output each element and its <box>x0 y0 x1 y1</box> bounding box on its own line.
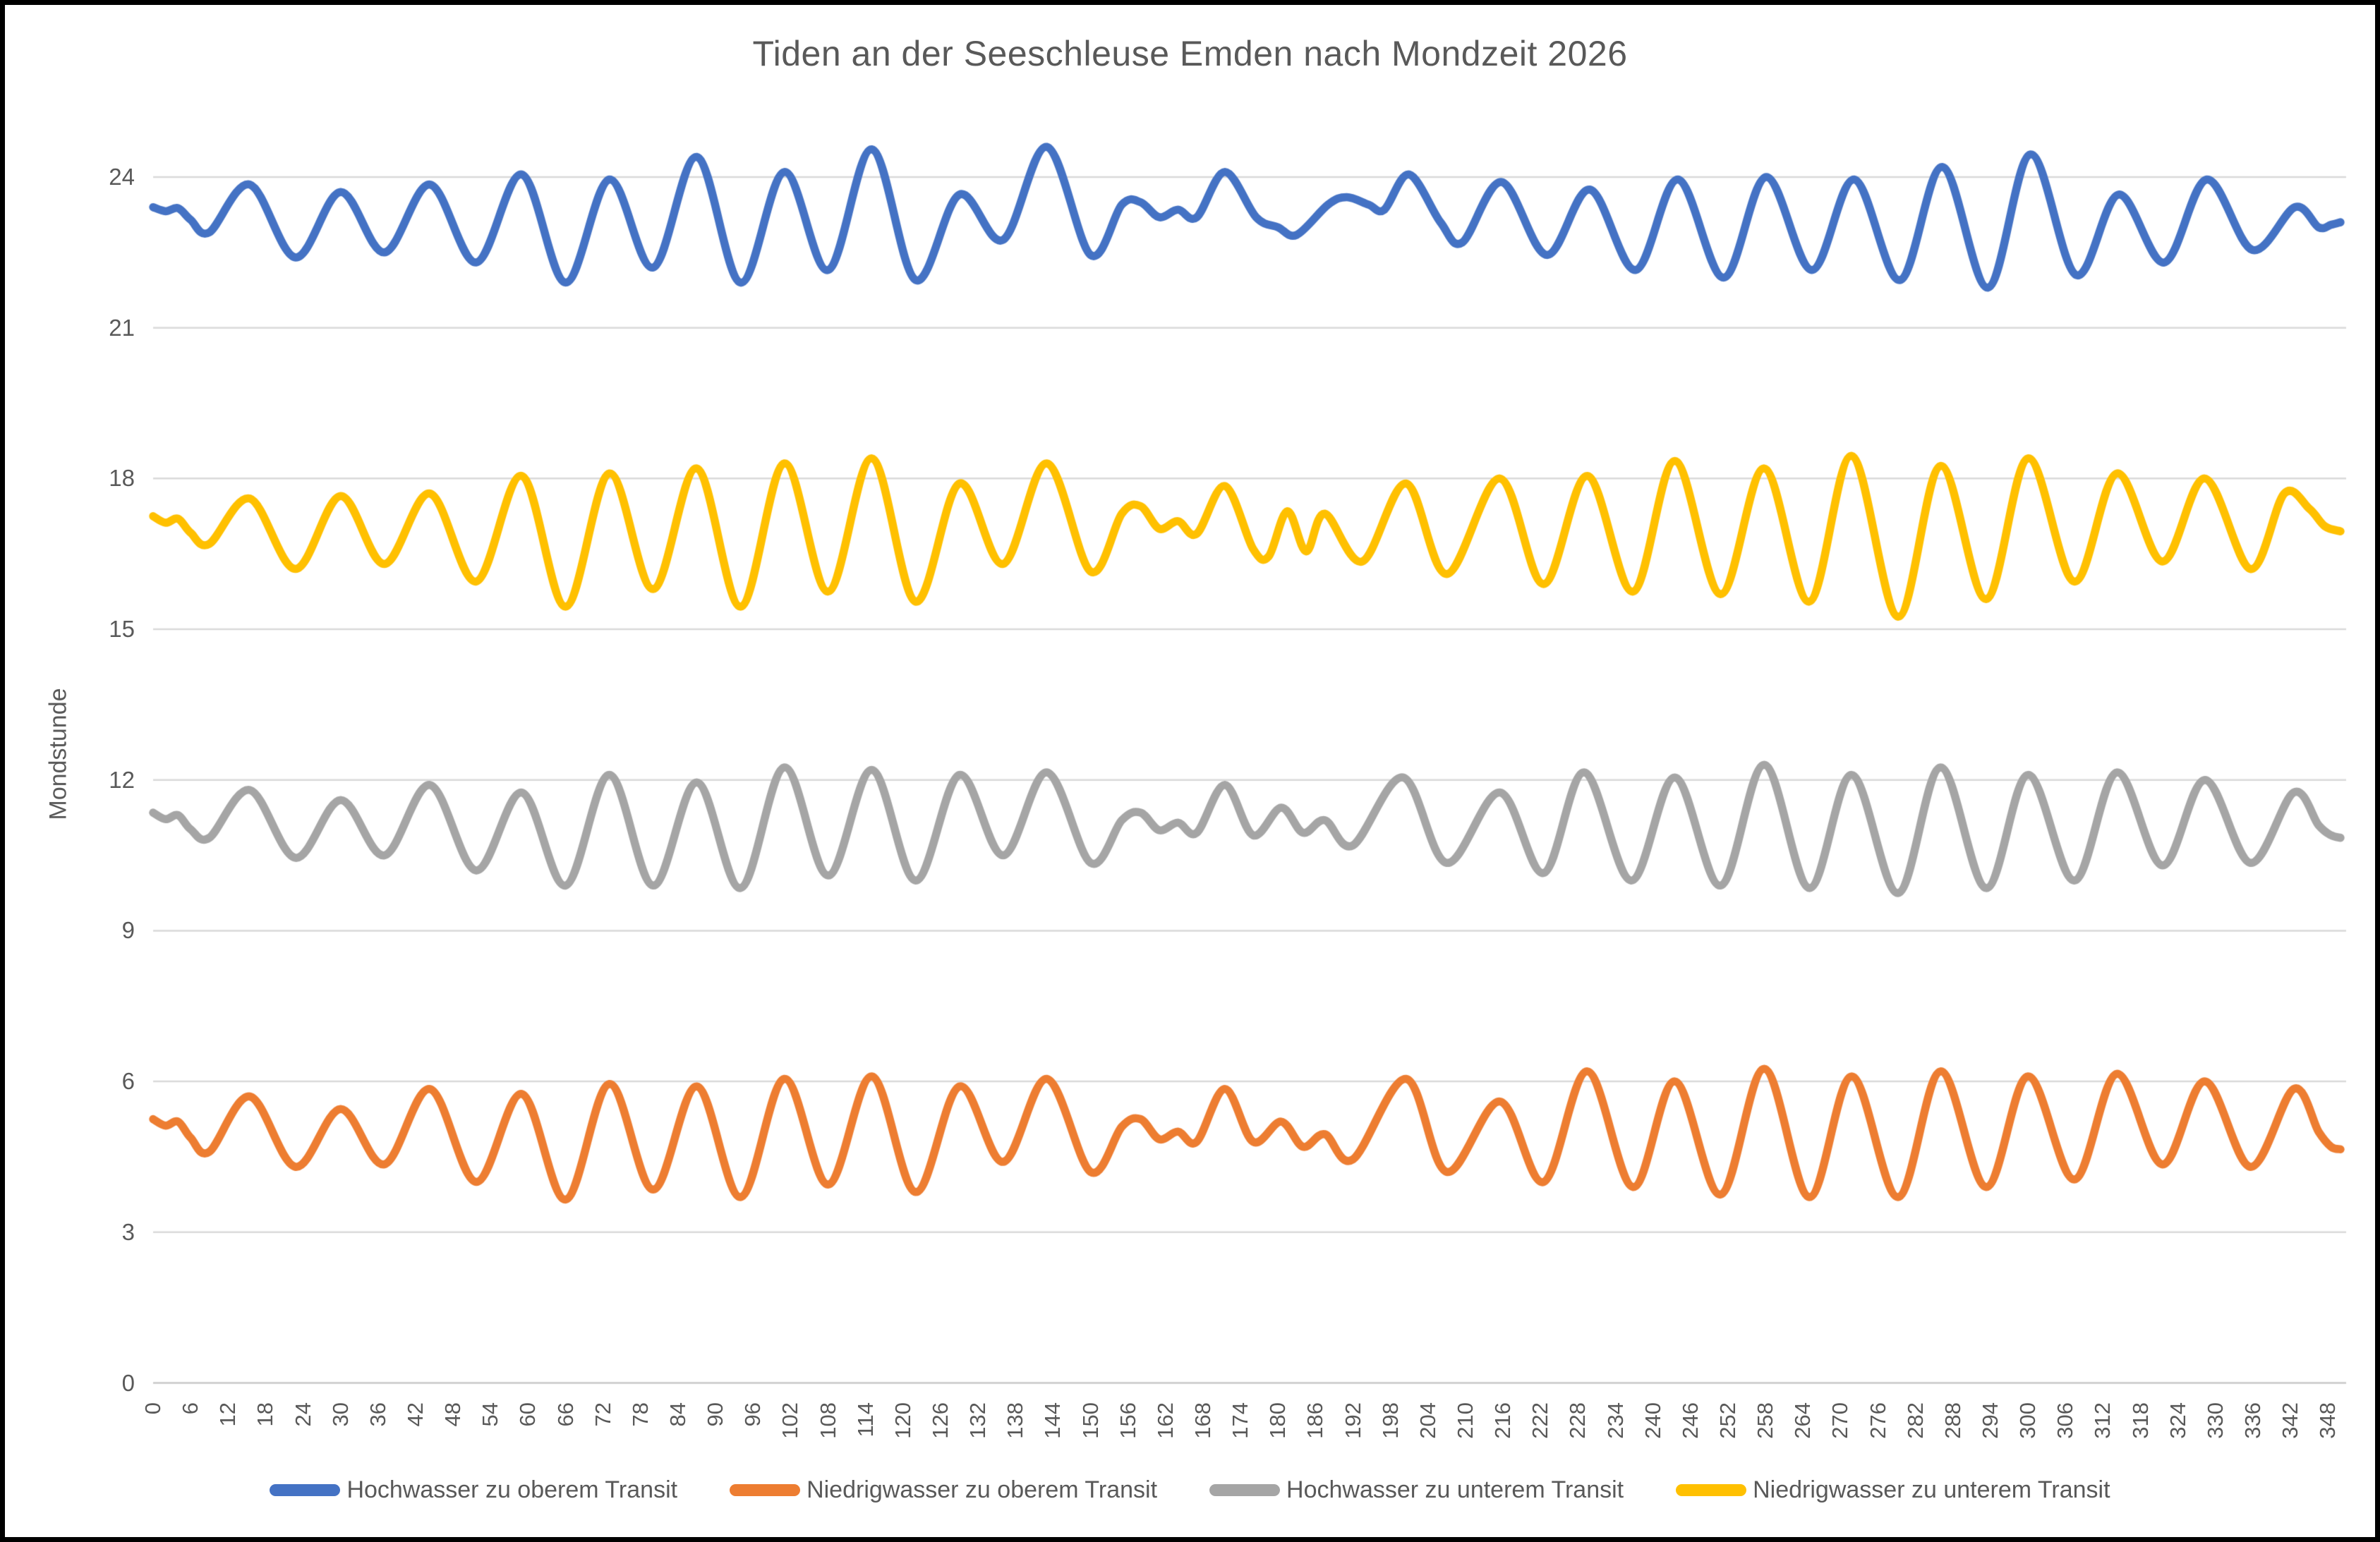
y-tick-label: 3 <box>121 1218 135 1245</box>
y-axis-title: Mondstunde <box>44 688 72 820</box>
x-tick-label: 246 <box>1677 1402 1703 1439</box>
legend-label: Hochwasser zu oberem Transit <box>346 1476 678 1503</box>
x-tick-label: 258 <box>1753 1402 1778 1439</box>
chart-legend: Hochwasser zu oberem Transit Niedrigwasse… <box>5 1476 2375 1504</box>
legend-color-swatch <box>1676 1484 1747 1496</box>
x-tick-label: 330 <box>2202 1402 2228 1439</box>
x-tick-label: 168 <box>1190 1402 1215 1439</box>
x-tick-label: 42 <box>402 1402 428 1427</box>
x-tick-label: 78 <box>627 1402 653 1427</box>
x-tick-label: 24 <box>290 1402 315 1427</box>
legend-label: Niedrigwasser zu unterem Transit <box>1753 1476 2110 1503</box>
x-tick-label: 294 <box>1977 1402 2003 1439</box>
x-tick-label: 348 <box>2315 1402 2340 1439</box>
x-tick-label: 114 <box>852 1402 878 1438</box>
x-tick-label: 306 <box>2053 1402 2078 1439</box>
legend-color-swatch <box>270 1484 341 1496</box>
chart-title: Tiden an der Seeschleuse Emden nach Mond… <box>752 34 1628 73</box>
x-tick-label: 282 <box>1902 1402 1928 1439</box>
legend-item: Hochwasser zu oberem Transit <box>270 1476 677 1504</box>
x-tick-label: 264 <box>1790 1402 1816 1439</box>
x-tick-label: 96 <box>740 1402 766 1427</box>
x-tick-label: 66 <box>552 1402 578 1427</box>
x-tick-label: 150 <box>1077 1402 1103 1439</box>
x-tick-label: 60 <box>515 1402 540 1427</box>
legend-label: Hochwasser zu unterem Transit <box>1286 1476 1624 1503</box>
x-tick-label: 12 <box>215 1402 241 1427</box>
x-tick-label: 54 <box>478 1402 503 1427</box>
x-tick-label: 162 <box>1152 1402 1178 1439</box>
y-tick-label: 9 <box>121 917 135 944</box>
x-tick-label: 186 <box>1303 1402 1328 1439</box>
x-tick-label: 138 <box>1003 1402 1028 1439</box>
x-tick-label: 108 <box>815 1402 840 1439</box>
x-tick-label: 204 <box>1415 1402 1440 1439</box>
x-tick-label: 120 <box>890 1402 915 1439</box>
x-tick-label: 318 <box>2127 1402 2153 1439</box>
x-tick-label: 0 <box>140 1402 165 1415</box>
y-tick-label: 18 <box>109 465 135 492</box>
x-tick-label: 228 <box>1565 1402 1590 1439</box>
x-tick-label: 234 <box>1602 1402 1628 1439</box>
legend-item: Niedrigwasser zu unterem Transit <box>1676 1476 2110 1504</box>
x-tick-label: 126 <box>927 1402 953 1439</box>
x-tick-label: 30 <box>327 1402 353 1427</box>
x-tick-label: 180 <box>1265 1402 1291 1439</box>
x-tick-label: 36 <box>365 1402 390 1427</box>
x-tick-label: 144 <box>1040 1402 1065 1439</box>
x-tick-label: 72 <box>590 1402 615 1427</box>
x-tick-label: 336 <box>2240 1402 2265 1439</box>
y-tick-label: 15 <box>109 616 135 643</box>
y-tick-label: 6 <box>121 1068 135 1095</box>
x-tick-label: 132 <box>965 1402 991 1439</box>
x-tick-label: 48 <box>440 1402 466 1427</box>
x-tick-label: 342 <box>2278 1402 2303 1439</box>
x-tick-label: 198 <box>1377 1402 1403 1439</box>
x-tick-label: 84 <box>665 1402 690 1427</box>
tide-chart-canvas <box>5 5 2375 1537</box>
x-tick-label: 240 <box>1640 1402 1665 1439</box>
x-tick-label: 156 <box>1115 1402 1140 1439</box>
x-tick-label: 300 <box>2015 1402 2041 1439</box>
x-tick-label: 6 <box>178 1402 203 1415</box>
x-tick-label: 102 <box>778 1402 803 1439</box>
x-tick-label: 90 <box>703 1402 728 1427</box>
legend-item: Niedrigwasser zu oberem Transit <box>730 1476 1157 1504</box>
legend-label: Niedrigwasser zu oberem Transit <box>807 1476 1158 1503</box>
x-tick-label: 252 <box>1715 1402 1740 1439</box>
y-tick-label: 12 <box>109 766 135 793</box>
x-tick-label: 312 <box>2090 1402 2115 1439</box>
legend-item: Hochwasser zu unterem Transit <box>1209 1476 1624 1504</box>
x-tick-label: 18 <box>253 1402 278 1427</box>
x-tick-label: 324 <box>2165 1402 2190 1439</box>
x-tick-label: 276 <box>1865 1402 1890 1439</box>
x-tick-label: 192 <box>1340 1402 1365 1439</box>
x-tick-label: 270 <box>1828 1402 1853 1439</box>
y-tick-label: 24 <box>109 163 135 190</box>
y-tick-label: 0 <box>121 1369 135 1396</box>
y-tick-label: 21 <box>109 314 135 341</box>
x-tick-label: 174 <box>1228 1402 1253 1439</box>
legend-color-swatch <box>1209 1484 1281 1496</box>
x-tick-label: 210 <box>1452 1402 1478 1439</box>
x-tick-label: 288 <box>1940 1402 1965 1439</box>
x-tick-label: 216 <box>1490 1402 1516 1439</box>
legend-color-swatch <box>730 1484 801 1496</box>
x-tick-label: 222 <box>1528 1402 1553 1439</box>
